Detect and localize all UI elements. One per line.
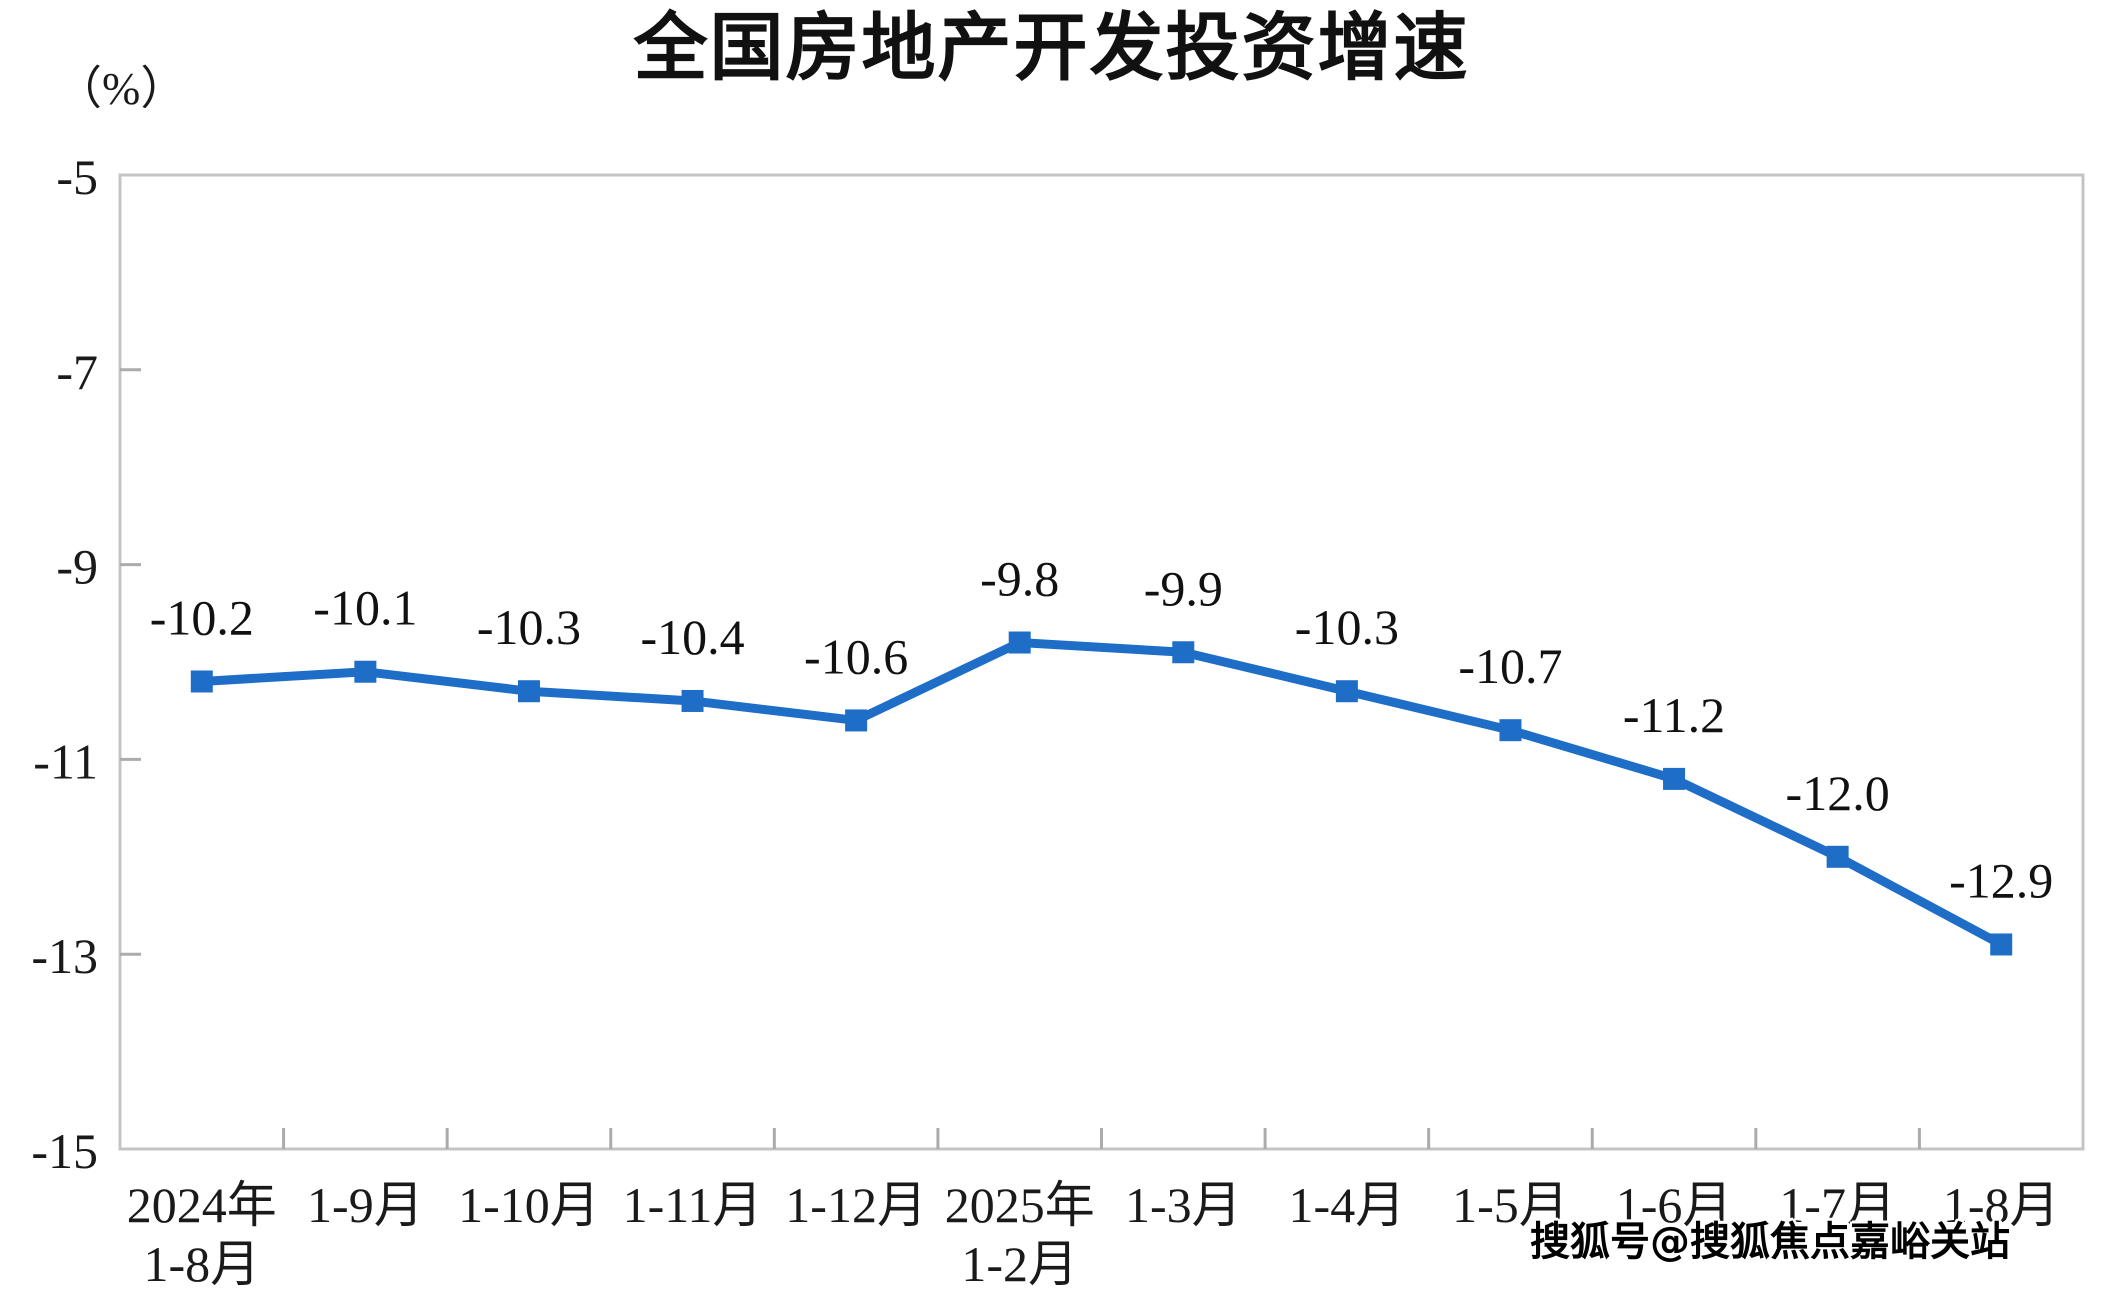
data-point-label: -10.4 <box>640 609 744 665</box>
x-axis-category-label: 1-8月 <box>1943 1177 2060 1233</box>
data-point-label: -10.7 <box>1458 638 1562 694</box>
x-axis-category-label: 1-6月 <box>1616 1177 1733 1233</box>
data-point-label: -12.9 <box>1949 852 2053 908</box>
data-point-marker <box>190 670 213 693</box>
x-axis-category-label: 1-3月 <box>1125 1177 1242 1233</box>
data-point-label: -11.2 <box>1623 687 1725 743</box>
data-point-marker <box>1663 767 1686 790</box>
x-axis-category-label: 1-11月 <box>623 1177 763 1233</box>
x-axis-category-label: 1-9月 <box>307 1177 424 1233</box>
y-axis-tick-label: -5 <box>56 149 98 205</box>
x-axis-category-label: 1-7月 <box>1779 1177 1896 1233</box>
x-axis-category-label: 1-4月 <box>1289 1177 1406 1233</box>
x-axis-category-label: 1-10月 <box>458 1177 600 1233</box>
data-point-marker <box>1990 933 2013 956</box>
data-line <box>201 637 2004 949</box>
data-point-marker <box>1499 719 1522 742</box>
data-point-label: -10.3 <box>1295 599 1399 655</box>
data-point-label: -10.2 <box>150 589 254 645</box>
data-point-label: -9.9 <box>1144 560 1223 616</box>
data-point-marker <box>517 680 540 703</box>
y-axis-tick-label: -7 <box>56 344 98 400</box>
data-point-marker <box>1172 641 1195 664</box>
plot-border <box>118 173 2085 1151</box>
data-point-marker <box>1008 631 1031 654</box>
x-axis-category-label: 2024年 <box>127 1177 277 1233</box>
data-point-marker <box>1826 845 1849 868</box>
x-axis-category-label: 2025年 <box>945 1177 1095 1233</box>
x-axis-category-label: 1-2月 <box>961 1236 1078 1292</box>
data-point-label: -12.0 <box>1786 765 1890 821</box>
x-axis-category-label: 1-12月 <box>785 1177 927 1233</box>
data-point-marker <box>845 709 868 732</box>
y-axis-tick-label: -9 <box>56 539 98 595</box>
y-axis-tick-label: -13 <box>31 928 98 984</box>
x-axis-category-label: 1-5月 <box>1452 1177 1569 1233</box>
chart-title: 全国房地产开发投资增速 <box>633 5 1470 91</box>
data-point-label: -9.8 <box>980 551 1059 607</box>
x-axis-category-label: 1-8月 <box>143 1236 260 1292</box>
data-point-label: -10.6 <box>804 628 908 684</box>
y-axis-tick-label: -11 <box>33 733 98 789</box>
data-point-label: -10.3 <box>477 599 581 655</box>
data-point-marker <box>681 689 704 712</box>
data-point-label: -10.1 <box>313 580 417 636</box>
data-point-marker <box>1335 680 1358 703</box>
y-axis-unit-label: （%） <box>56 63 187 114</box>
watermark: 搜狐号@搜狐焦点嘉峪关站 <box>1530 1219 2010 1265</box>
data-point-marker <box>354 660 377 683</box>
y-axis-tick-label: -15 <box>31 1123 98 1179</box>
